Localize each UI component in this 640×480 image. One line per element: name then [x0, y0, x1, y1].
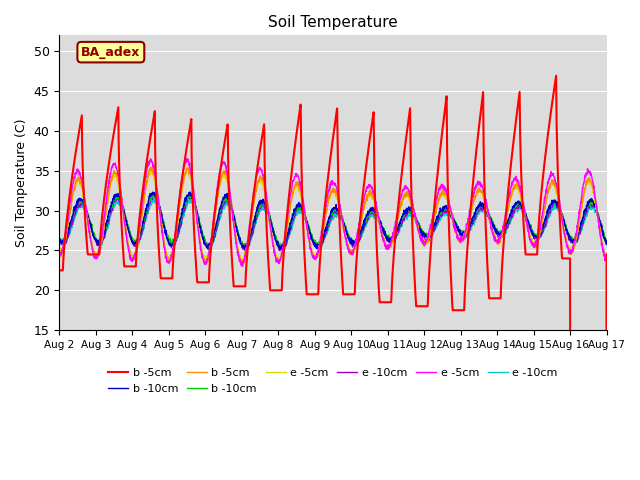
b -5cm	[56, 250, 63, 256]
e -10cm	[349, 242, 357, 248]
b -5cm	[361, 201, 369, 207]
b -10cm	[555, 202, 563, 208]
b -10cm	[278, 245, 286, 251]
e -5cm	[570, 241, 578, 247]
e -5cm	[492, 237, 500, 243]
b -5cm	[208, 236, 216, 242]
e -10cm	[603, 240, 611, 245]
e -5cm	[182, 156, 190, 161]
Line: e -10cm: e -10cm	[60, 194, 607, 251]
b -5cm	[603, 252, 611, 257]
Line: e -10cm: e -10cm	[60, 198, 607, 251]
e -10cm	[278, 248, 285, 254]
b -10cm	[570, 236, 578, 241]
b -5cm	[56, 267, 63, 273]
e -10cm	[208, 240, 216, 246]
b -10cm	[492, 228, 500, 234]
b -10cm	[186, 189, 194, 195]
e -10cm	[570, 236, 578, 242]
b -10cm	[276, 246, 284, 252]
b -10cm	[208, 236, 216, 242]
e -10cm	[492, 229, 500, 235]
b -10cm	[603, 239, 611, 244]
b -5cm	[492, 238, 500, 243]
b -5cm	[239, 264, 246, 269]
Text: BA_adex: BA_adex	[81, 46, 141, 59]
e -10cm	[349, 242, 357, 248]
b -5cm	[492, 295, 500, 301]
b -5cm	[360, 177, 368, 183]
e -10cm	[361, 222, 369, 228]
b -10cm	[208, 236, 216, 242]
e -10cm	[150, 195, 157, 201]
b -10cm	[148, 190, 156, 196]
e -10cm	[570, 241, 578, 247]
b -10cm	[349, 238, 357, 243]
e -5cm	[208, 231, 216, 237]
b -10cm	[570, 239, 578, 244]
Line: b -5cm: b -5cm	[60, 168, 607, 266]
b -5cm	[349, 291, 356, 297]
e -10cm	[56, 238, 63, 244]
b -10cm	[361, 219, 369, 225]
e -5cm	[238, 263, 246, 269]
b -5cm	[566, 447, 574, 453]
e -5cm	[209, 230, 216, 236]
b -10cm	[349, 239, 357, 245]
e -10cm	[56, 238, 63, 244]
e -5cm	[202, 260, 210, 265]
Line: e -5cm: e -5cm	[60, 170, 607, 263]
e -10cm	[208, 242, 216, 248]
Line: b -10cm: b -10cm	[60, 193, 607, 248]
e -5cm	[570, 241, 578, 247]
b -10cm	[555, 203, 563, 209]
b -5cm	[552, 73, 560, 79]
e -5cm	[492, 237, 500, 243]
e -5cm	[603, 254, 611, 260]
e -5cm	[56, 250, 63, 255]
b -10cm	[603, 241, 611, 247]
b -5cm	[603, 255, 611, 261]
e -10cm	[361, 222, 369, 228]
e -5cm	[361, 200, 369, 205]
Legend: b -5cm, b -10cm, b -5cm, b -10cm, e -5cm, e -10cm, e -5cm, e -10cm: b -5cm, b -10cm, b -5cm, b -10cm, e -5cm…	[104, 364, 562, 398]
e -10cm	[241, 248, 249, 253]
Line: b -10cm: b -10cm	[60, 192, 607, 249]
Y-axis label: Soil Temperature (C): Soil Temperature (C)	[15, 119, 28, 247]
e -10cm	[555, 205, 563, 211]
b -10cm	[56, 236, 63, 242]
b -5cm	[570, 245, 578, 251]
b -5cm	[208, 236, 216, 241]
b -5cm	[554, 184, 562, 190]
e -10cm	[555, 205, 563, 211]
b -5cm	[570, 447, 578, 453]
b -5cm	[147, 165, 154, 170]
e -10cm	[492, 229, 500, 235]
b -10cm	[492, 228, 500, 233]
e -5cm	[56, 250, 63, 255]
Line: b -5cm: b -5cm	[60, 76, 607, 450]
e -5cm	[349, 249, 357, 254]
Line: e -5cm: e -5cm	[60, 158, 607, 266]
b -5cm	[555, 199, 563, 204]
e -10cm	[150, 192, 157, 197]
e -5cm	[555, 192, 563, 198]
b -10cm	[361, 216, 369, 221]
b -10cm	[56, 237, 63, 242]
e -5cm	[349, 250, 357, 256]
e -5cm	[603, 258, 611, 264]
e -5cm	[361, 191, 369, 197]
b -5cm	[349, 252, 357, 257]
e -5cm	[555, 199, 563, 204]
Title: Soil Temperature: Soil Temperature	[268, 15, 398, 30]
e -10cm	[603, 240, 611, 245]
e -5cm	[146, 167, 154, 173]
